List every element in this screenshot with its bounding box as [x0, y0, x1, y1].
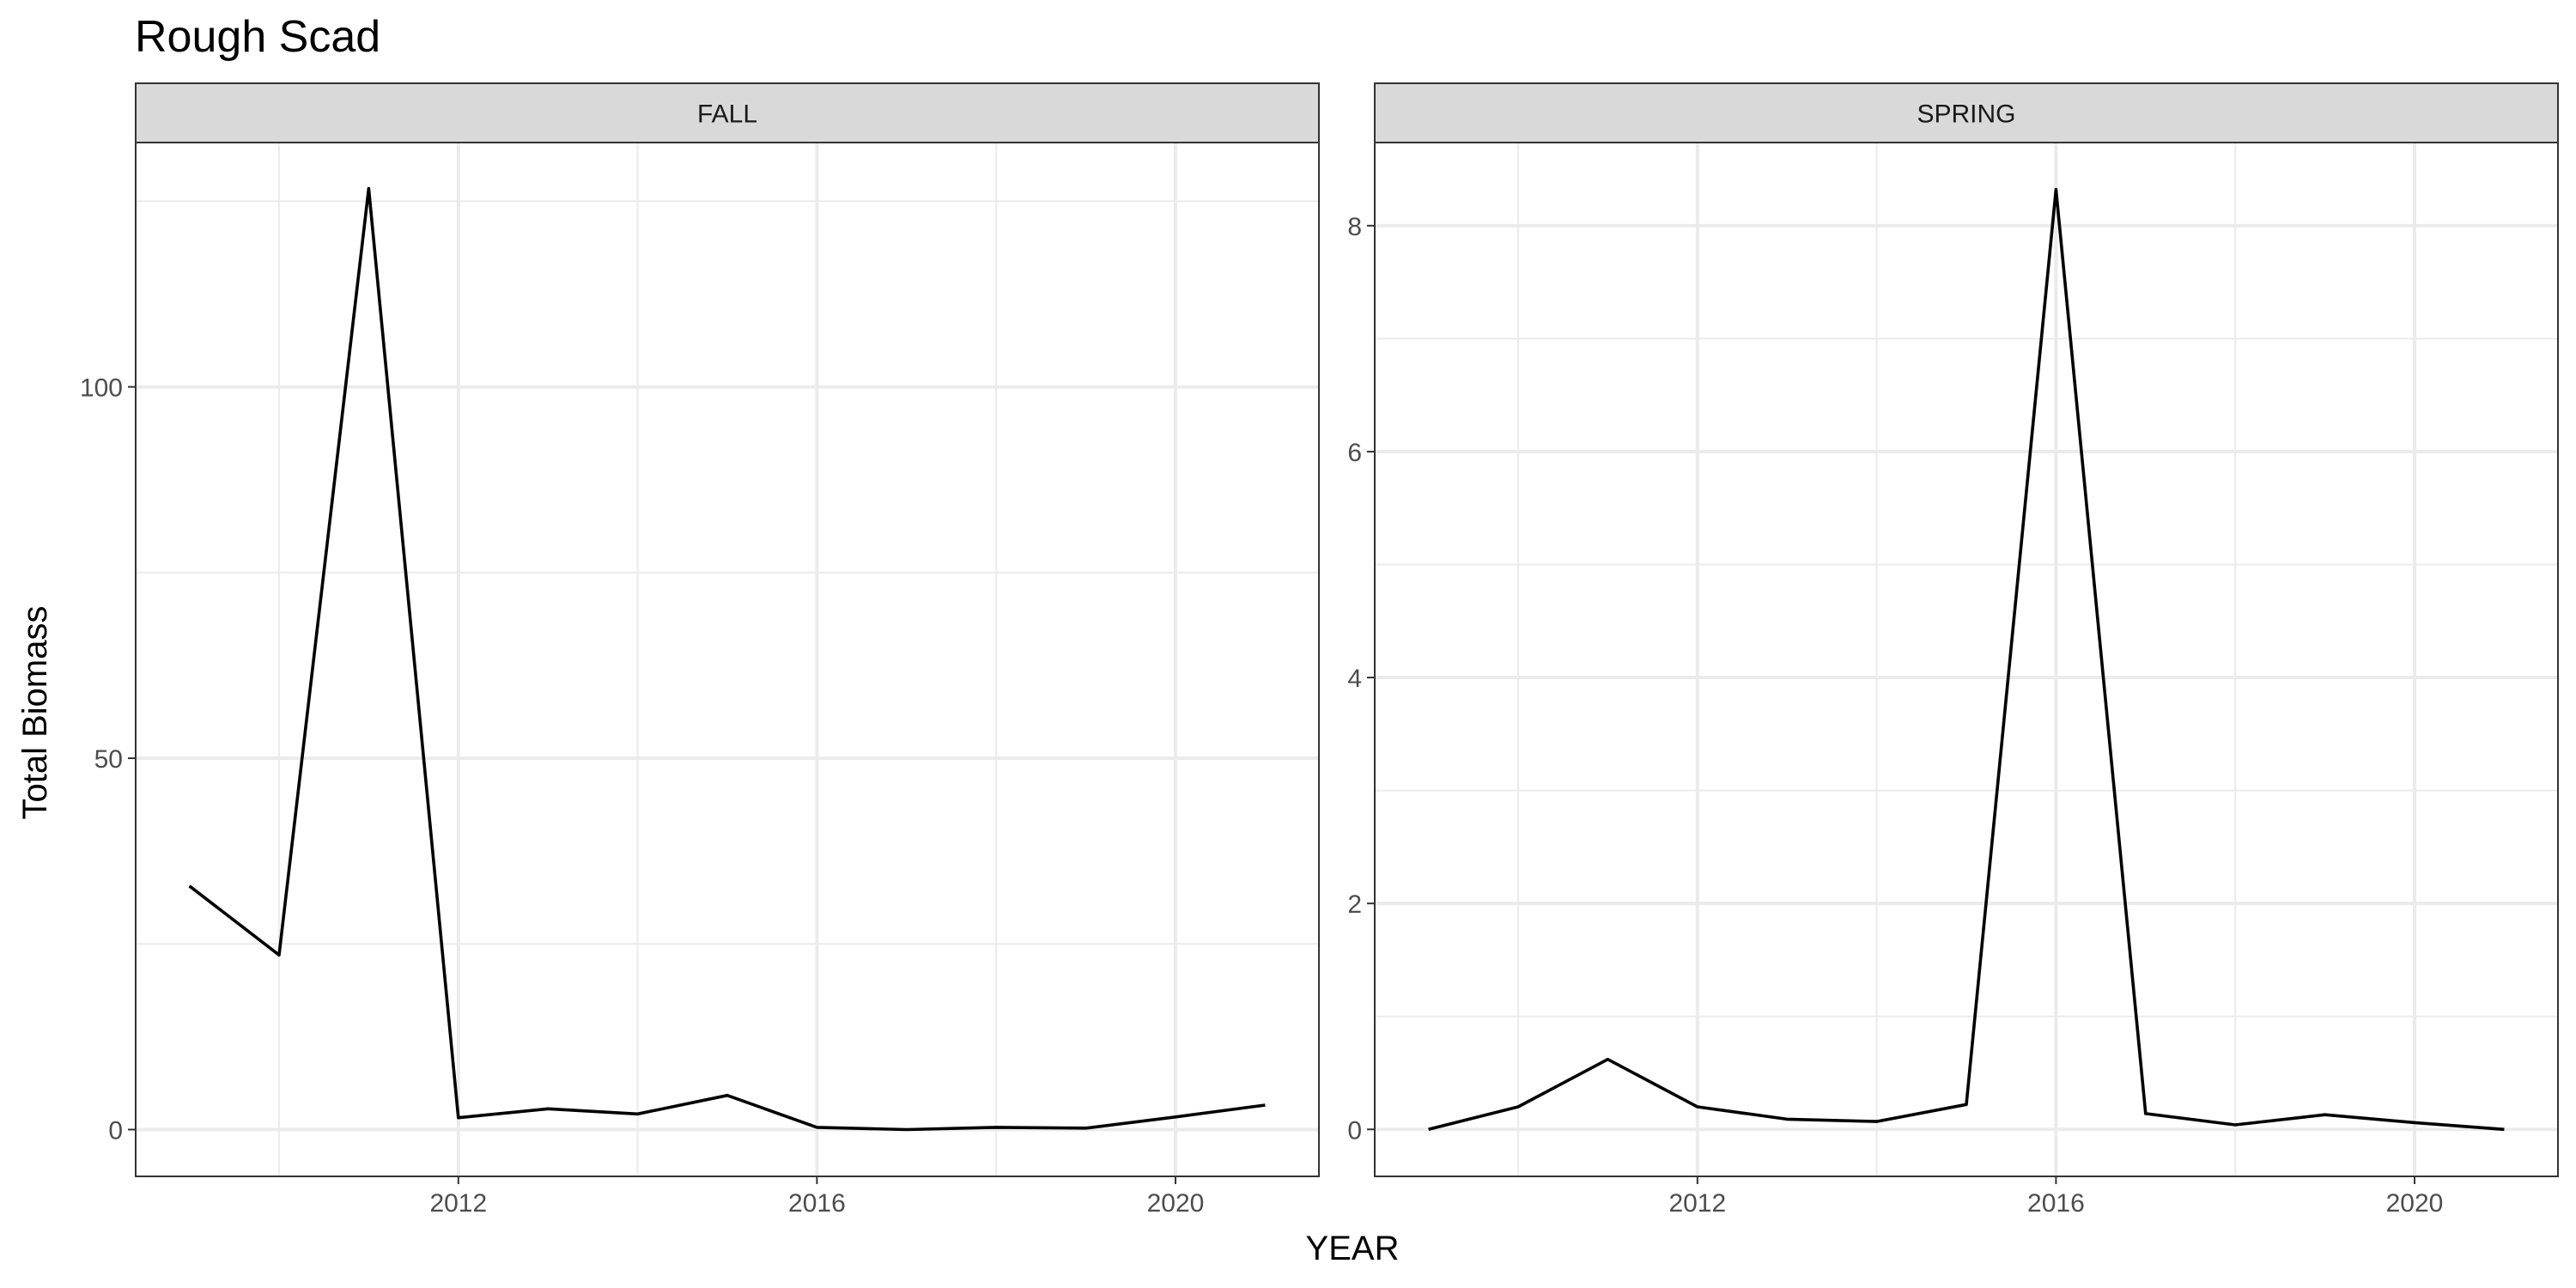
y-axis-title: Total Biomass: [16, 606, 54, 820]
facet-strip: [1374, 82, 2559, 143]
y-tick-label: 0: [1347, 1116, 1362, 1145]
facet-strip-label: SPRING: [1917, 100, 2015, 129]
series-line-spring: [1428, 187, 2505, 1132]
facet-strip: [135, 82, 1320, 143]
x-tick-label: 2012: [429, 1189, 487, 1218]
panel-fall: FALL 2012 2016 2020 0 50 100: [80, 82, 1320, 1218]
x-tick-label: 2016: [788, 1189, 846, 1218]
y-tick-label: 50: [94, 745, 123, 774]
facet-strip-label: FALL: [697, 100, 757, 129]
y-tick-label: 100: [80, 374, 123, 403]
series-line-fall: [188, 186, 1266, 1132]
x-axis-title: YEAR: [1306, 1230, 1400, 1267]
x-tick-label: 2020: [1147, 1189, 1205, 1218]
plot-background: [1375, 143, 2558, 1176]
y-tick-label: 6: [1347, 439, 1362, 467]
y-tick-label: 2: [1347, 890, 1362, 919]
plot-background: [136, 143, 1319, 1176]
panel-spring: SPRING 2012 2016 2020 0 2 4 6 8: [1347, 82, 2559, 1218]
x-tick-label: 2020: [2386, 1189, 2444, 1218]
y-tick-label: 0: [108, 1117, 123, 1145]
y-tick-label: 8: [1347, 213, 1362, 241]
x-tick-label: 2016: [2027, 1189, 2085, 1218]
chart-title: Rough Scad: [135, 12, 380, 62]
x-tick-label: 2012: [1668, 1189, 1726, 1218]
y-tick-label: 4: [1347, 665, 1362, 693]
